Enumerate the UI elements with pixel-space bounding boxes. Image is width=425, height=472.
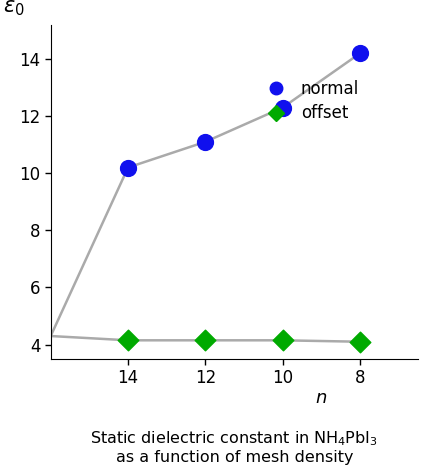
normal xyxy=(202,138,209,145)
Text: $n$: $n$ xyxy=(315,389,328,407)
normal xyxy=(125,164,131,171)
offset xyxy=(125,337,131,344)
offset xyxy=(202,337,209,344)
offset xyxy=(279,337,286,344)
Y-axis label: $\varepsilon_0$: $\varepsilon_0$ xyxy=(3,0,25,18)
Legend: normal, offset: normal, offset xyxy=(252,73,366,129)
X-axis label: Static dielectric constant in NH$_4$PbI$_3$
as a function of mesh density: Static dielectric constant in NH$_4$PbI$… xyxy=(91,429,378,465)
normal xyxy=(279,104,286,111)
offset xyxy=(357,338,363,346)
normal xyxy=(357,50,363,57)
